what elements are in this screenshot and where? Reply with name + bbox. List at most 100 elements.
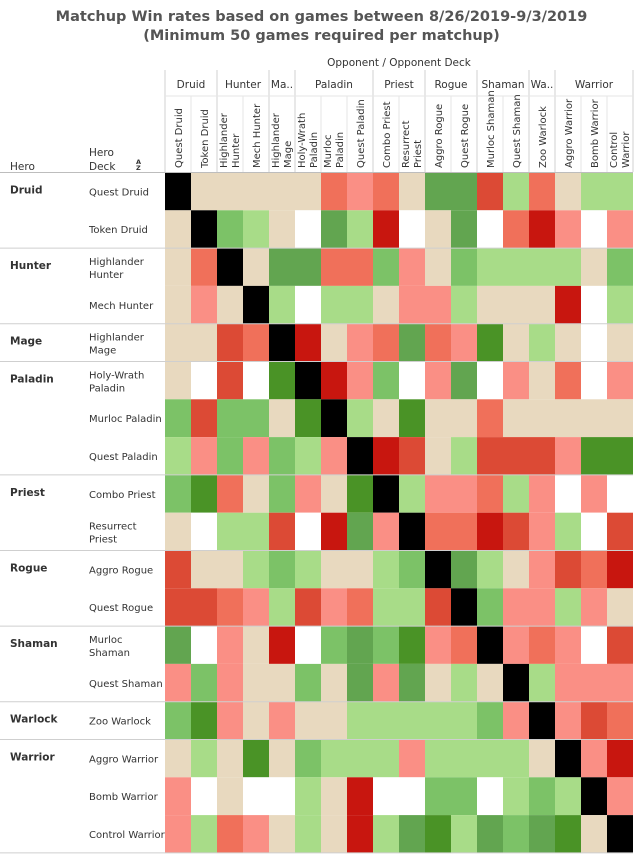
heatmap-cell-r12-c10: [425, 626, 451, 664]
heatmap-cell-r7-c11: [451, 437, 477, 475]
heatmap-cell-r16-c14: [529, 777, 555, 816]
row-label-5-b: Paladin: [89, 383, 125, 394]
heatmap-cell-r9-c7: [347, 512, 373, 551]
heatmap-cell-r2-c12: [477, 248, 503, 286]
heatmap-cell-r3-c10: [425, 285, 451, 324]
heatmap-cell-r13-c16: [581, 663, 607, 702]
heatmap-cell-r5-c16: [581, 361, 607, 400]
heatmap-cell-r0-c14: [529, 172, 555, 211]
row-group-label-8: Warrior: [10, 752, 55, 764]
heatmap-cell-r9-c2: [217, 512, 243, 551]
heatmap-cell-r1-c5: [295, 210, 321, 249]
heatmap-cell-r13-c9: [399, 663, 425, 702]
heatmap-cell-r3-c2: [217, 285, 243, 324]
heatmap-cell-r17-c6: [321, 815, 347, 853]
heatmap-cell-r17-c7: [347, 815, 373, 853]
row-label-13: Quest Shaman: [89, 679, 163, 690]
heatmap-cell-r2-c11: [451, 248, 477, 286]
heatmap-cell-r6-c1: [191, 399, 217, 438]
heatmap-cell-r15-c14: [529, 739, 555, 778]
heatmap-cell-r4-c10: [425, 323, 451, 362]
heatmap-cell-r0-c9: [399, 172, 425, 211]
heatmap-labels: Opponent / Opponent Deck Hero Hero Deck AZ Dr…: [10, 57, 632, 841]
heatmap-cell-r15-c1: [191, 739, 217, 778]
heatmap-cell-r8-c11: [451, 474, 477, 513]
row-group-label-5: Rogue: [10, 563, 47, 575]
heatmap-cell-r8-c7: [347, 474, 373, 513]
heatmap-cell-r6-c0: [165, 399, 191, 438]
row-header-hero: Hero: [10, 161, 35, 173]
heatmap-cell-r6-c3: [243, 399, 269, 438]
heatmap-cell-r3-c15: [555, 285, 581, 324]
row-label-5-a: Holy-Wrath: [89, 370, 144, 381]
heatmap-cell-r9-c1: [191, 512, 217, 551]
row-label-0: Quest Druid: [89, 187, 149, 198]
column-label-6-a: Murloc: [323, 135, 334, 168]
heatmap-cell-r4-c14: [529, 323, 555, 362]
column-label-16: Bomb Warrior: [590, 98, 601, 168]
heatmap-cell-r13-c13: [503, 663, 529, 702]
heatmap-cell-r14-c8: [373, 701, 399, 740]
column-label-14: Zoo Warlock: [538, 106, 549, 168]
heatmap-cell-r4-c9: [399, 323, 425, 362]
col-group-label-3: Paladin: [315, 79, 353, 91]
heatmap-cell-r12-c12: [477, 626, 503, 664]
heatmap-cell-r2-c10: [425, 248, 451, 286]
heatmap-cell-r1-c13: [503, 210, 529, 249]
heatmap-cell-r0-c7: [347, 172, 373, 211]
heatmap-cell-r12-c3: [243, 626, 269, 664]
heatmap-cell-r14-c5: [295, 701, 321, 740]
heatmap-cell-r14-c16: [581, 701, 607, 740]
heatmap-cell-r11-c11: [451, 588, 477, 627]
heatmap-cell-r15-c4: [269, 739, 295, 778]
heatmap-cell-r11-c4: [269, 588, 295, 627]
heatmap-cell-r11-c2: [217, 588, 243, 627]
heatmap-cell-r15-c2: [217, 739, 243, 778]
heatmap-cell-r14-c6: [321, 701, 347, 740]
heatmap-cell-r12-c4: [269, 626, 295, 664]
row-label-16: Bomb Warrior: [89, 792, 159, 803]
heatmap-cell-r12-c1: [191, 626, 217, 664]
heatmap-cell-r8-c5: [295, 474, 321, 513]
heatmap-cell-r12-c17: [607, 626, 633, 664]
heatmap-cell-r3-c7: [347, 285, 373, 324]
heatmap-cell-r14-c7: [347, 701, 373, 740]
heatmap-cell-r15-c7: [347, 739, 373, 778]
heatmap-cell-r10-c9: [399, 550, 425, 589]
heatmap-cell-r12-c0: [165, 626, 191, 664]
heatmap-cell-r6-c8: [373, 399, 399, 438]
row-label-9-a: Resurrect: [89, 522, 137, 533]
heatmap-cell-r17-c17: [607, 815, 633, 853]
heatmap-cell-r4-c11: [451, 323, 477, 362]
heatmap-cell-r12-c13: [503, 626, 529, 664]
heatmap-cell-r17-c2: [217, 815, 243, 853]
heatmap-cell-r14-c4: [269, 701, 295, 740]
heatmap-cell-r13-c11: [451, 663, 477, 702]
col-group-label-1: Hunter: [225, 79, 262, 91]
heatmap-cell-r1-c14: [529, 210, 555, 249]
heatmap-cell-r8-c6: [321, 474, 347, 513]
heatmap-cell-r17-c0: [165, 815, 191, 853]
heatmap-cell-r16-c16: [581, 777, 607, 816]
heatmap-cell-r9-c6: [321, 512, 347, 551]
heatmap-cell-r11-c17: [607, 588, 633, 627]
sort-ascending-icon-z: Z: [136, 164, 141, 172]
heatmap-cell-r8-c3: [243, 474, 269, 513]
heatmap-cell-r4-c4: [269, 323, 295, 362]
column-label-17-b: Warrior: [621, 131, 632, 168]
heatmap-cell-r9-c9: [399, 512, 425, 551]
heatmap-cell-r3-c0: [165, 285, 191, 324]
chart-title-line1: Matchup Win rates based on games between…: [55, 9, 588, 25]
heatmap-cell-r6-c5: [295, 399, 321, 438]
heatmap-cell-r10-c8: [373, 550, 399, 589]
heatmap-cell-r8-c12: [477, 474, 503, 513]
heatmap-cell-r3-c9: [399, 285, 425, 324]
heatmap-cell-r5-c4: [269, 361, 295, 400]
heatmap-cell-r7-c1: [191, 437, 217, 475]
heatmap-cell-r10-c15: [555, 550, 581, 589]
row-header-hero-deck-line2: Deck: [89, 161, 116, 173]
heatmap-cell-r5-c14: [529, 361, 555, 400]
heatmap-cell-r7-c6: [321, 437, 347, 475]
heatmap-cell-r16-c12: [477, 777, 503, 816]
heatmap-cell-r11-c3: [243, 588, 269, 627]
